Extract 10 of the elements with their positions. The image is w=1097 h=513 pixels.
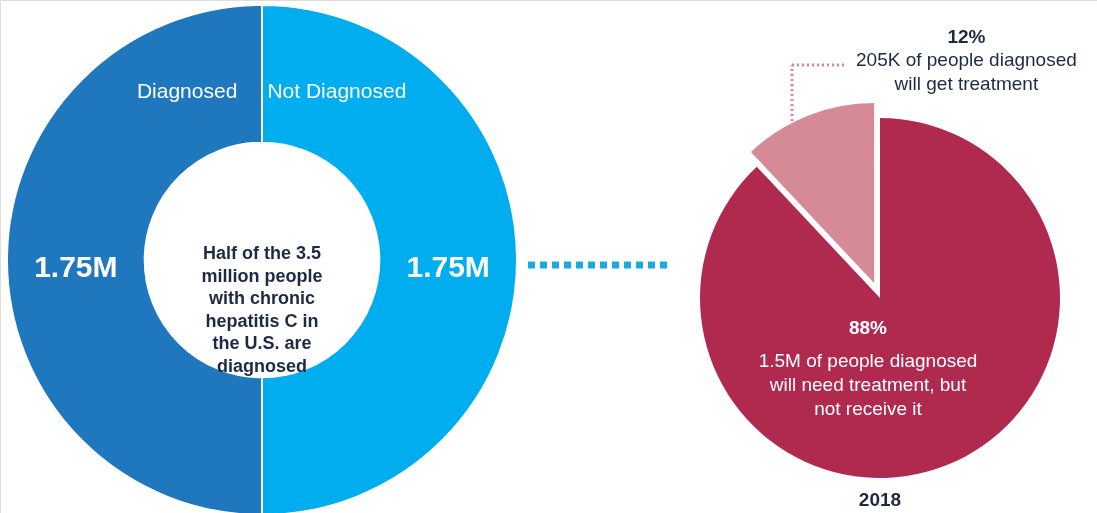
data-label: 1.75M (34, 250, 118, 283)
text: Half of the 3.5 million people with chronic hepatitis C in the U.S. are diagnosed (201, 243, 323, 376)
text: 2018 (858, 489, 902, 510)
slice-label: Diagnosed (136, 79, 238, 103)
data-label: 88% (848, 317, 888, 338)
data-label: 12% (947, 26, 986, 47)
legend-label: 205K of people diagnosed will get treatment (855, 49, 1077, 94)
slice-label: Not Diagnosed (267, 79, 407, 103)
slice-label: 1.5M of people diagnosed will need treatment, but not receive it (758, 350, 978, 419)
data-label: 1.75M (406, 250, 490, 283)
